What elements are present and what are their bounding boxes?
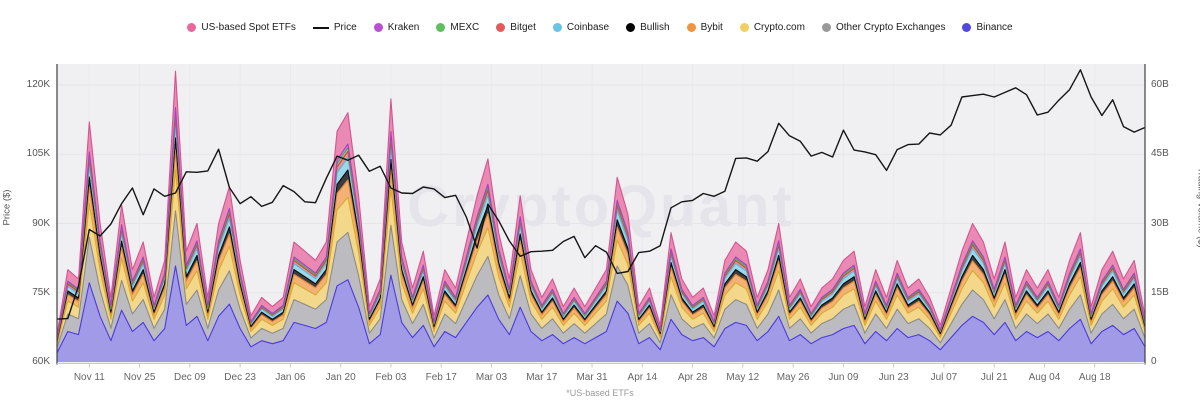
chart-footnote: *US-based ETFs xyxy=(566,388,634,398)
legend-item-kraken[interactable]: Kraken xyxy=(373,22,420,33)
volume-tick-label: 30B xyxy=(1151,217,1169,229)
price-tick-label: 60K xyxy=(32,356,50,367)
legend-item-label: Bybit xyxy=(700,22,723,33)
date-tick-label: Jul 21 xyxy=(980,372,1008,383)
cryptoquant-watermark: CryptoQuant xyxy=(407,174,794,239)
date-tick-label: Dec 23 xyxy=(224,372,256,383)
date-tick-label: Feb 17 xyxy=(425,372,457,383)
legend-item-binance[interactable]: Binance xyxy=(962,22,1013,33)
legend-item-price[interactable]: Price xyxy=(312,22,357,33)
chart-legend: US-based Spot ETFs Price Kraken MEXC Bitget C… xyxy=(0,22,1200,33)
edge-binance xyxy=(56,265,1146,354)
legend-color-dot xyxy=(739,23,749,32)
date-tick-label: Feb 03 xyxy=(375,372,407,383)
legend-item-label: MEXC xyxy=(450,22,480,33)
legend-item-label: Bitget xyxy=(510,22,536,33)
date-tick-label: Nov 25 xyxy=(123,372,156,383)
legend-item-label: Bullish xyxy=(640,22,670,33)
date-tick-label: Jun 09 xyxy=(828,372,859,383)
edge-us-based-spot-etfs xyxy=(56,70,1146,335)
date-tick-label: Dec 09 xyxy=(174,372,206,383)
edge-kraken xyxy=(56,106,1146,338)
legend-item-label: Other Crypto Exchanges xyxy=(835,22,946,33)
legend-color-dot xyxy=(436,23,446,32)
volume-tick-label: 60B xyxy=(1151,79,1169,90)
date-tick-label: Jan 06 xyxy=(275,372,306,383)
date-tick-label: Jul 07 xyxy=(930,372,958,383)
legend-color-dot xyxy=(962,23,972,32)
date-tick-label: Aug 18 xyxy=(1078,372,1111,383)
date-tick-label: Apr 28 xyxy=(677,372,708,383)
legend-color-dot xyxy=(626,23,636,32)
edge-bybit xyxy=(56,149,1146,342)
legend-color-dot xyxy=(187,23,197,32)
legend-item-label: Kraken xyxy=(387,22,420,33)
legend-color-dot xyxy=(821,23,831,32)
legend-item-label: Coinbase xyxy=(566,22,610,33)
volume-axis-title: Trading Volume ($) xyxy=(1195,167,1200,248)
legend-item-label: Price xyxy=(333,22,357,33)
price-tick-label: 105K xyxy=(26,148,50,160)
volume-tick-label: 15B xyxy=(1151,286,1169,298)
legend-item-us-based-spot-etfs[interactable]: US-based Spot ETFs xyxy=(187,22,296,33)
legend-item-bybit[interactable]: Bybit xyxy=(686,22,723,33)
legend-color-dot xyxy=(496,23,506,32)
date-tick-label: Mar 17 xyxy=(526,372,558,383)
date-tick-label: May 12 xyxy=(726,372,760,383)
price-line xyxy=(56,69,1146,320)
date-tick-label: Apr 14 xyxy=(627,372,658,383)
legend-item-bitget[interactable]: Bitget xyxy=(496,22,536,33)
legend-item-label: Binance xyxy=(976,22,1013,33)
price-tick-label: 120K xyxy=(26,79,50,90)
date-tick-label: Aug 04 xyxy=(1028,372,1061,383)
edge-crypto-com xyxy=(56,169,1146,344)
date-tick-label: Nov 11 xyxy=(73,372,105,383)
price-tick-label: 90K xyxy=(32,217,50,229)
legend-color-dot xyxy=(552,23,562,32)
volume-tick-label: 45B xyxy=(1151,148,1169,160)
legend-item-label: Crypto.com xyxy=(753,22,805,33)
legend-item-crypto-com[interactable]: Crypto.com xyxy=(739,22,805,33)
area-binance xyxy=(57,266,1145,362)
legend-item-mexc[interactable]: MEXC xyxy=(436,22,479,33)
legend-item-label: US-based Spot ETFs xyxy=(201,22,296,33)
date-tick-label: Jan 20 xyxy=(325,372,356,383)
date-tick-label: Mar 03 xyxy=(475,372,508,383)
legend-item-other-crypto-exchanges[interactable]: Other Crypto Exchanges xyxy=(821,22,946,33)
edge-bullish xyxy=(56,137,1146,341)
legend-item-coinbase[interactable]: Coinbase xyxy=(552,22,610,33)
price-axis-title: Price ($) xyxy=(1,189,13,226)
date-tick-label: May 26 xyxy=(776,372,810,383)
price-tick-label: 75K xyxy=(32,286,50,298)
legend-color-dot xyxy=(373,23,383,32)
legend-color-dot xyxy=(686,23,696,32)
edge-other-crypto-exchanges xyxy=(56,210,1146,348)
price-line-swatch xyxy=(312,26,329,29)
date-tick-label: Jun 23 xyxy=(878,372,909,383)
volume-tick-label: 0 xyxy=(1151,356,1157,367)
legend-item-bullish[interactable]: Bullish xyxy=(626,22,670,33)
date-tick-label: Mar 31 xyxy=(576,372,608,383)
